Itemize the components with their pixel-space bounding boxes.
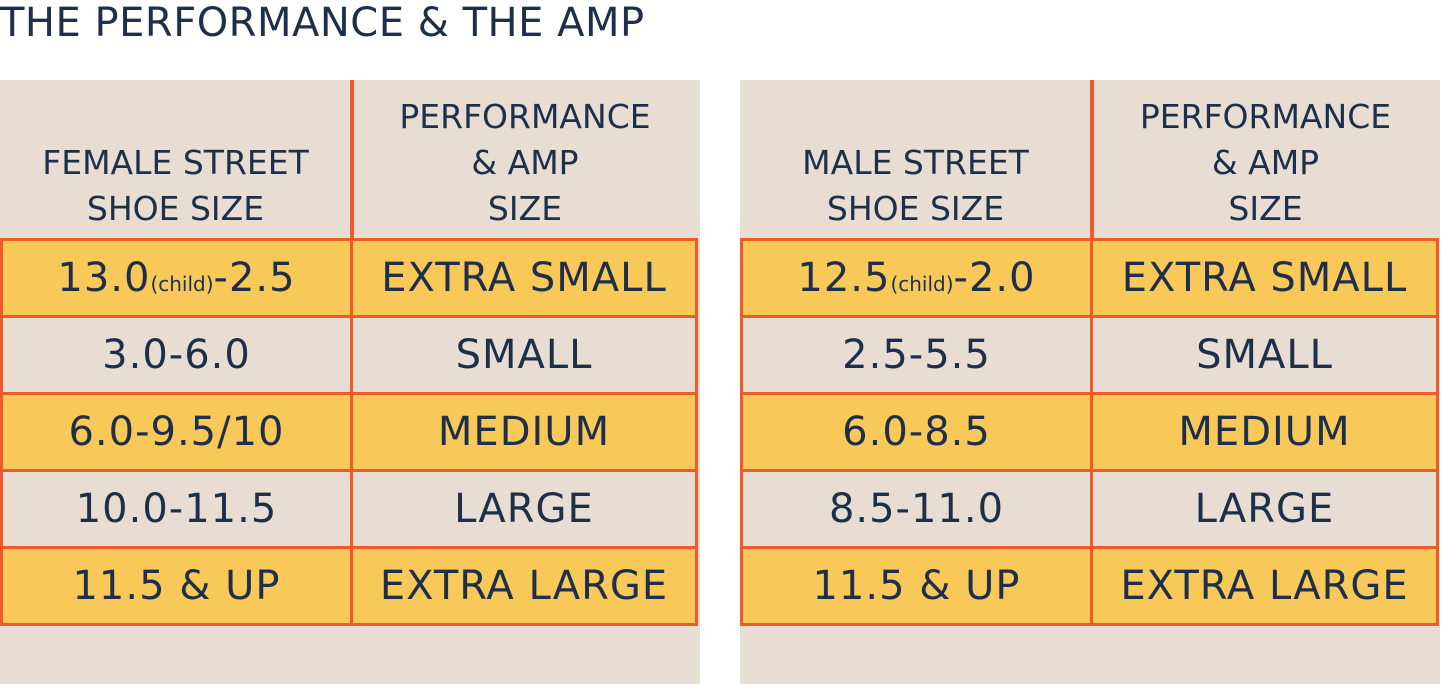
table-row: 6.0-8.5 MEDIUM: [740, 392, 1439, 472]
amp-size-cell: SMALL: [350, 315, 698, 395]
male-street-size-header: MALE STREET SHOE SIZE: [802, 143, 1029, 228]
table-row: 2.5-5.5 SMALL: [740, 315, 1439, 395]
amp-size-cell: EXTRA SMALL: [350, 238, 698, 318]
table-row: 11.5 & UP EXTRA LARGE: [740, 546, 1439, 626]
street-size-cell: 11.5 & UP: [0, 546, 353, 626]
street-size-cell: 6.0-8.5: [740, 392, 1093, 472]
female-street-size-header: FEMALE STREET SHOE SIZE: [42, 143, 309, 228]
amp-size-header: PERFORMANCE & AMP SIZE: [1089, 80, 1438, 240]
street-size-cell: 13.0(child)-2.5: [0, 238, 353, 318]
male-size-table: MALE STREET SHOE SIZE PERFORMANCE & AMP …: [740, 80, 1439, 626]
amp-size-cell: EXTRA LARGE: [350, 546, 698, 626]
child-size-note: (child): [150, 272, 214, 296]
street-size-cell: 12.5(child)-2.0: [740, 238, 1093, 318]
table-row: 3.0-6.0 SMALL: [0, 315, 698, 395]
street-size-cell: 3.0-6.0: [0, 315, 353, 395]
table-row: 12.5(child)-2.0 EXTRA SMALL: [740, 238, 1439, 318]
amp-size-cell: EXTRA SMALL: [1090, 238, 1439, 318]
female-size-table: FEMALE STREET SHOE SIZE PERFORMANCE & AM…: [0, 80, 698, 626]
table-row: 8.5-11.0 LARGE: [740, 469, 1439, 549]
street-size-cell: 8.5-11.0: [740, 469, 1093, 549]
female-size-panel: FEMALE STREET SHOE SIZE PERFORMANCE & AM…: [0, 80, 700, 684]
amp-size-cell: LARGE: [1090, 469, 1439, 549]
table-row: 13.0(child)-2.5 EXTRA SMALL: [0, 238, 698, 318]
amp-size-cell: MEDIUM: [1090, 392, 1439, 472]
amp-size-cell: EXTRA LARGE: [1090, 546, 1439, 626]
child-size-note: (child): [890, 272, 954, 296]
table-header-row: MALE STREET SHOE SIZE PERFORMANCE & AMP …: [742, 80, 1438, 240]
street-size-cell: 11.5 & UP: [740, 546, 1093, 626]
amp-size-cell: MEDIUM: [350, 392, 698, 472]
street-size-cell: 10.0-11.5: [0, 469, 353, 549]
street-size-cell: 2.5-5.5: [740, 315, 1093, 395]
table-row: 11.5 & UP EXTRA LARGE: [0, 546, 698, 626]
table-row: 10.0-11.5 LARGE: [0, 469, 698, 549]
amp-size-header: PERFORMANCE & AMP SIZE: [349, 80, 697, 240]
table-header-row: FEMALE STREET SHOE SIZE PERFORMANCE & AM…: [2, 80, 697, 240]
page-title: THE PERFORMANCE & THE AMP: [0, 0, 645, 46]
male-size-panel: MALE STREET SHOE SIZE PERFORMANCE & AMP …: [740, 80, 1440, 684]
table-row: 6.0-9.5/10 MEDIUM: [0, 392, 698, 472]
street-size-cell: 6.0-9.5/10: [0, 392, 353, 472]
amp-size-cell: SMALL: [1090, 315, 1439, 395]
amp-size-cell: LARGE: [350, 469, 698, 549]
